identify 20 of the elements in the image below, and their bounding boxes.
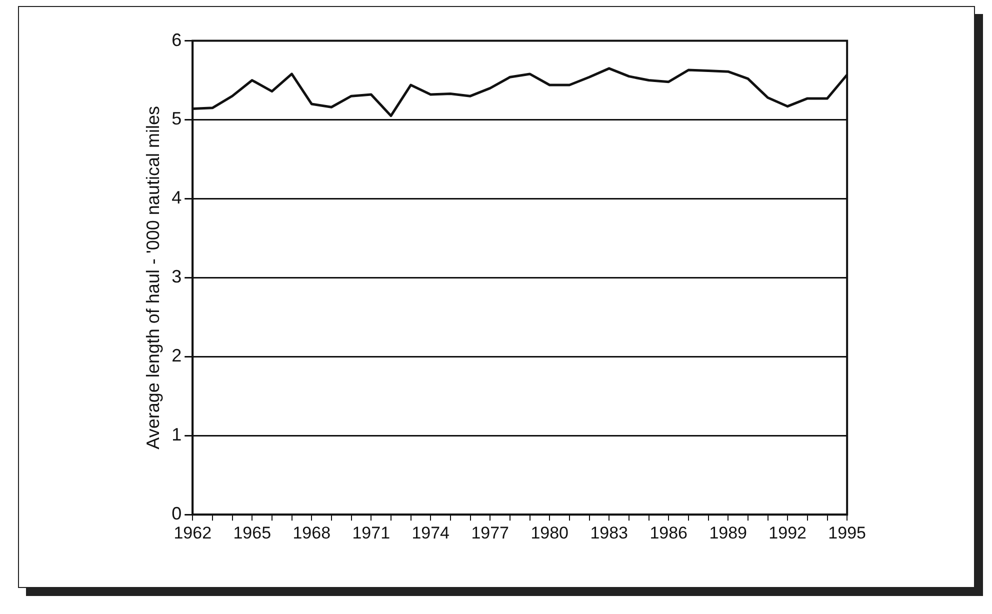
x-tick-label: 1971 xyxy=(352,523,390,542)
y-tick-label: 3 xyxy=(172,266,182,287)
x-tick-label: 1983 xyxy=(590,523,628,542)
x-tick-label: 1995 xyxy=(828,523,866,542)
y-tick-label: 1 xyxy=(172,424,182,445)
y-tick-label: 6 xyxy=(172,30,182,50)
x-tick-label: 1965 xyxy=(233,523,272,542)
x-tick-label: 1968 xyxy=(292,523,331,542)
y-tick-label: 0 xyxy=(172,504,182,524)
x-tick-label: 1974 xyxy=(412,523,450,542)
x-tick-label: 1962 xyxy=(174,523,212,542)
y-tick-label: 4 xyxy=(172,188,182,208)
x-tick-label: 1980 xyxy=(530,523,569,542)
x-tick-label: 1992 xyxy=(768,523,807,542)
y-tick-label: 2 xyxy=(172,346,182,366)
y-tick-label: 5 xyxy=(172,108,182,129)
x-tick-label: 1986 xyxy=(650,523,688,542)
y-axis-title: Average length of haul - '000 nautical miles xyxy=(142,106,163,450)
x-tick-label: 1977 xyxy=(471,523,510,542)
x-tick-label: 1989 xyxy=(709,523,748,542)
